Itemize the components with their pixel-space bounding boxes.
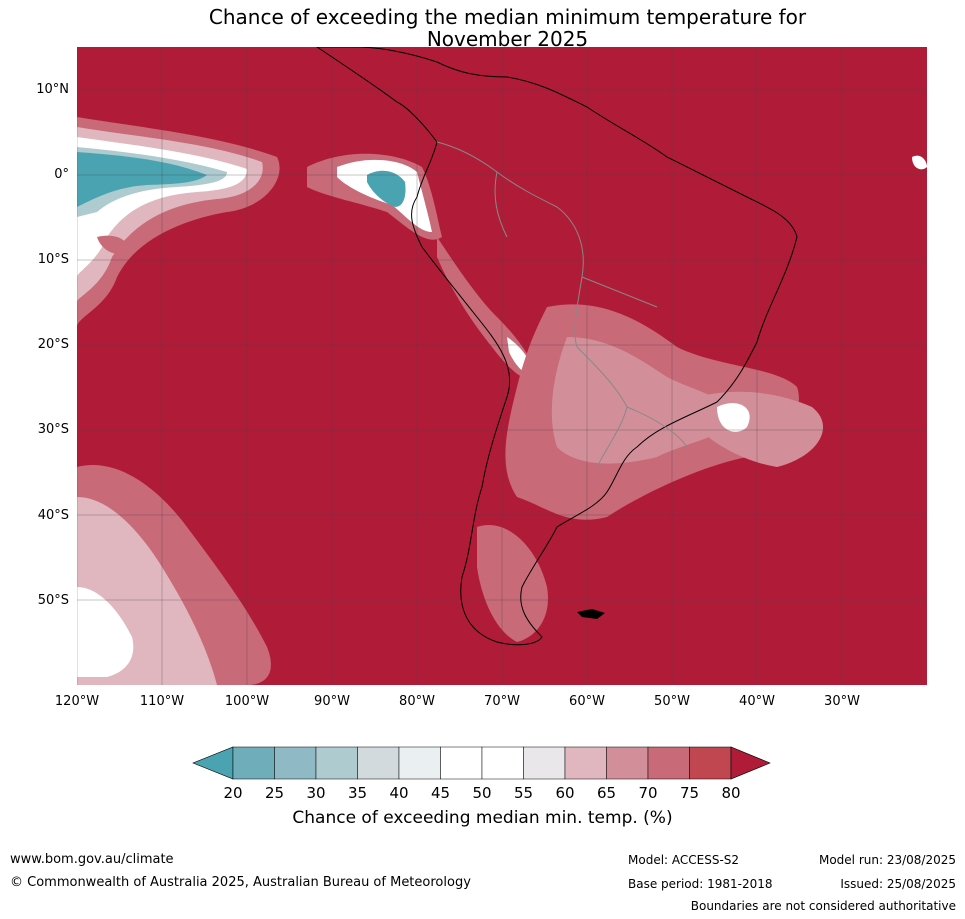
legend-tick-30: 30: [306, 784, 326, 802]
legend-arrow-low: [192, 746, 234, 780]
lon-label-90w: 90°W: [314, 694, 350, 709]
lat-label-10n: 10°N: [36, 82, 69, 97]
legend-tick-45: 45: [430, 784, 451, 802]
legend-colorbar: [192, 746, 771, 780]
legend-swatch: [232, 746, 275, 780]
lat-label-0: 0°: [54, 167, 69, 182]
legend-swatch: [647, 746, 690, 780]
legend-tick-65: 65: [596, 784, 617, 802]
footer-disclaimer: Boundaries are not considered authoritat…: [690, 899, 956, 913]
legend-swatch: [440, 746, 483, 780]
legend-swatch: [523, 746, 566, 780]
legend-swatch: [481, 746, 524, 780]
lon-label-50w: 50°W: [654, 694, 690, 709]
legend-swatch: [689, 746, 732, 780]
lon-label-60w: 60°W: [569, 694, 605, 709]
legend-swatch: [274, 746, 317, 780]
legend-swatch: [606, 746, 649, 780]
lon-label-30w: 30°W: [824, 694, 860, 709]
legend-tick-75: 75: [679, 784, 700, 802]
legend-label: Chance of exceeding median min. temp. (%…: [292, 808, 673, 828]
legend-tick-55: 55: [513, 784, 534, 802]
lon-label-80w: 80°W: [399, 694, 435, 709]
legend-swatch: [357, 746, 400, 780]
legend-swatch: [398, 746, 441, 780]
lat-label-10s: 10°S: [37, 252, 69, 267]
legend-tick-50: 50: [472, 784, 492, 802]
pacific-plume: [77, 117, 280, 327]
legend-swatch: [315, 746, 358, 780]
footer-base-period: Base period: 1981-2018: [628, 877, 773, 891]
graticule: [77, 47, 927, 685]
legend-tick-25: 25: [264, 784, 285, 802]
sw-pacific-patch: [77, 465, 271, 685]
footer-issued: Issued: 25/08/2025: [840, 877, 956, 891]
legend-tick-60: 60: [555, 784, 575, 802]
probability-map: [77, 47, 927, 685]
legend-arrow-high: [730, 746, 771, 780]
map-title-line1: Chance of exceeding the median minimum t…: [208, 5, 807, 29]
map-title-line2: November 2025: [426, 27, 589, 51]
country-borders: [436, 141, 688, 468]
footer-copyright: © Commonwealth of Australia 2025, Austra…: [10, 875, 471, 890]
footer-model-run: Model run: 23/08/2025: [818, 853, 956, 867]
lat-label-50s: 50°S: [37, 593, 69, 608]
lat-label-30s: 30°S: [37, 422, 69, 437]
legend-tick-35: 35: [347, 784, 368, 802]
legend-tick-40: 40: [389, 784, 409, 802]
lon-label-110w: 110°W: [139, 694, 185, 709]
footer-model: Model: ACCESS-S2: [628, 853, 740, 867]
lon-label-70w: 70°W: [484, 694, 520, 709]
lat-label-40s: 40°S: [37, 508, 69, 523]
falkland-islands: [577, 609, 605, 619]
lon-label-120w: 120°W: [54, 694, 100, 709]
lon-label-40w: 40°W: [739, 694, 775, 709]
lat-label-20s: 20°S: [37, 337, 69, 352]
ecuador-plume: [307, 153, 442, 240]
lon-label-100w: 100°W: [224, 694, 270, 709]
legend-tick-70: 70: [638, 784, 658, 802]
atlantic-patch: [912, 155, 927, 170]
legend-tick-20: 20: [223, 784, 243, 802]
legend-tick-80: 80: [721, 784, 741, 802]
legend-swatch: [564, 746, 607, 780]
footer-website: www.bom.gov.au/climate: [10, 852, 174, 867]
patagonia-patch: [477, 525, 548, 642]
coastline: [316, 47, 798, 646]
